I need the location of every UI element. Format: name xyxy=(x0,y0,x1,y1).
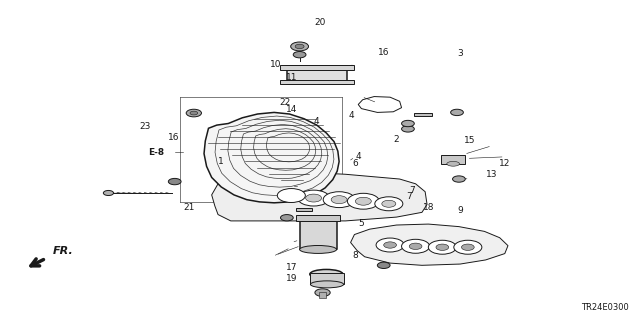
Circle shape xyxy=(280,215,293,221)
Text: 19: 19 xyxy=(285,275,297,284)
Text: 16: 16 xyxy=(378,48,390,57)
Polygon shape xyxy=(212,173,427,221)
Circle shape xyxy=(315,289,330,296)
Bar xyxy=(280,65,354,69)
Text: 4: 4 xyxy=(314,117,319,126)
Polygon shape xyxy=(204,112,339,203)
Circle shape xyxy=(298,190,330,206)
Circle shape xyxy=(401,126,414,132)
Bar xyxy=(310,273,344,284)
Text: 5: 5 xyxy=(358,219,364,228)
Circle shape xyxy=(323,192,355,208)
Bar xyxy=(319,292,326,298)
Text: 21: 21 xyxy=(184,203,195,212)
Circle shape xyxy=(186,109,202,117)
Text: 11: 11 xyxy=(285,73,297,82)
Text: 6: 6 xyxy=(352,159,358,168)
Text: 14: 14 xyxy=(285,105,297,114)
Text: TR24E0300: TR24E0300 xyxy=(581,303,629,312)
Ellipse shape xyxy=(310,269,343,279)
Circle shape xyxy=(291,42,308,51)
Bar xyxy=(414,113,432,116)
Circle shape xyxy=(168,178,181,185)
Circle shape xyxy=(190,111,198,115)
Text: E-8: E-8 xyxy=(148,148,164,156)
Text: 1: 1 xyxy=(218,157,224,166)
Text: 9: 9 xyxy=(458,206,463,215)
Polygon shape xyxy=(351,224,508,265)
Text: 2: 2 xyxy=(394,135,399,144)
Text: 15: 15 xyxy=(464,136,476,146)
Ellipse shape xyxy=(447,161,460,166)
Circle shape xyxy=(306,194,321,202)
Ellipse shape xyxy=(300,245,337,253)
Circle shape xyxy=(401,239,429,253)
Text: 20: 20 xyxy=(314,18,326,27)
Text: 4: 4 xyxy=(355,152,361,161)
Circle shape xyxy=(378,262,390,268)
Circle shape xyxy=(451,109,463,116)
Circle shape xyxy=(461,244,474,251)
Bar xyxy=(280,80,354,84)
Text: 17: 17 xyxy=(285,263,297,272)
Circle shape xyxy=(293,52,306,58)
Circle shape xyxy=(401,120,414,127)
Text: FR.: FR. xyxy=(53,246,74,256)
Text: 13: 13 xyxy=(486,170,498,179)
Circle shape xyxy=(295,44,304,49)
Circle shape xyxy=(382,200,396,207)
Text: 4: 4 xyxy=(349,111,355,120)
Circle shape xyxy=(409,243,422,250)
Circle shape xyxy=(331,196,347,204)
Text: 3: 3 xyxy=(458,49,463,58)
Text: 8: 8 xyxy=(352,251,358,260)
Text: 7: 7 xyxy=(410,186,415,195)
Bar xyxy=(296,215,340,221)
Circle shape xyxy=(348,193,380,209)
Bar xyxy=(287,67,348,84)
Text: 22: 22 xyxy=(279,99,291,108)
Text: 23: 23 xyxy=(139,122,150,131)
Circle shape xyxy=(454,240,482,254)
Circle shape xyxy=(103,190,113,196)
Circle shape xyxy=(277,188,305,203)
Circle shape xyxy=(452,176,465,182)
Text: 16: 16 xyxy=(168,133,179,142)
Text: 12: 12 xyxy=(499,159,511,168)
Circle shape xyxy=(355,197,371,205)
Bar xyxy=(300,221,337,250)
Text: 18: 18 xyxy=(422,203,434,212)
Ellipse shape xyxy=(310,281,344,288)
Circle shape xyxy=(376,238,404,252)
Bar xyxy=(441,155,465,164)
Text: 7: 7 xyxy=(406,192,412,201)
Circle shape xyxy=(375,197,403,211)
Circle shape xyxy=(428,240,456,254)
Bar xyxy=(296,208,312,211)
Circle shape xyxy=(436,244,449,251)
Text: 10: 10 xyxy=(269,60,281,69)
Circle shape xyxy=(384,242,396,248)
